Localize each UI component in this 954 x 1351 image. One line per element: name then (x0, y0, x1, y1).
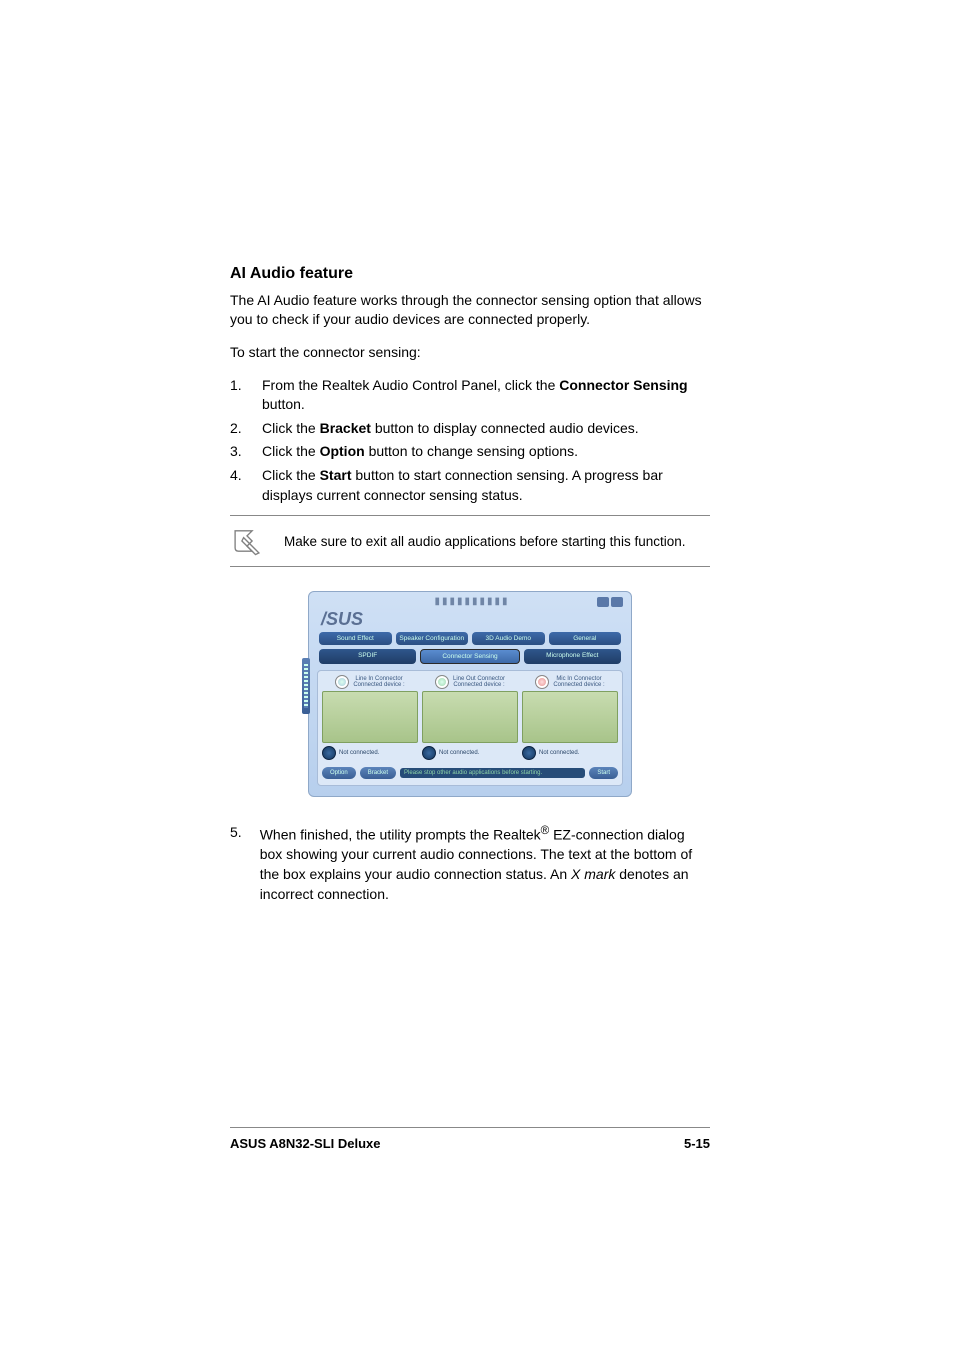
tab-microphone-effect[interactable]: Microphone Effect (524, 649, 621, 664)
connector-line-in: Line In Connector Connected device : (322, 675, 418, 743)
note-pencil-icon (230, 524, 264, 558)
list-item: 1. From the Realtek Audio Control Panel,… (230, 376, 710, 415)
jack-icon-blue (335, 675, 349, 689)
asus-logo: /SUS (315, 609, 625, 630)
tab-speaker-config[interactable]: Speaker Configuration (396, 632, 469, 645)
warning-message: Please stop other audio applications bef… (400, 768, 585, 778)
list-item: 2. Click the Bracket button to display c… (230, 419, 710, 439)
bracket-button[interactable]: Bracket (360, 767, 396, 779)
step-text: From the Realtek Audio Control Panel, cl… (262, 376, 710, 415)
realtek-panel-window: ▮▮▮▮▮▮▮▮▮▮ /SUS Sound Effect Speaker Con… (308, 591, 632, 797)
jack-icon-red (535, 675, 549, 689)
connector-line-out: Line Out Connector Connected device : (422, 675, 518, 743)
note-callout: Make sure to exit all audio applications… (230, 515, 710, 567)
section-title: AI Audio feature (230, 265, 710, 283)
tab-spdif[interactable]: SPDIF (319, 649, 416, 664)
tab-general[interactable]: General (549, 632, 622, 645)
list-item: 3. Click the Option button to change sen… (230, 442, 710, 462)
intro-paragraph: The AI Audio feature works through the c… (230, 291, 710, 329)
step-text: Click the Bracket button to display conn… (262, 419, 639, 439)
window-controls[interactable] (597, 597, 623, 607)
step-text: Click the Option button to change sensin… (262, 442, 578, 462)
step-number: 1. (230, 376, 244, 415)
list-item: 5. When finished, the utility prompts th… (230, 823, 710, 904)
jack-icon-green (435, 675, 449, 689)
note-text: Make sure to exit all audio applications… (284, 534, 685, 549)
step-number: 2. (230, 419, 244, 439)
footer-left: ASUS A8N32-SLI Deluxe (230, 1136, 381, 1151)
list-item: 4. Click the Start button to start conne… (230, 466, 710, 505)
device-box (322, 691, 418, 743)
jack-dark-icon (422, 746, 436, 760)
footer-right: 5-15 (684, 1136, 710, 1151)
start-button[interactable]: Start (589, 767, 618, 779)
tab-connector-sensing[interactable]: Connector Sensing (420, 649, 519, 664)
tab-sound-effect[interactable]: Sound Effect (319, 632, 392, 645)
status-line-out: Not connected. (422, 746, 518, 760)
page-footer: ASUS A8N32-SLI Deluxe 5-15 (230, 1127, 710, 1151)
window-drag-grip: ▮▮▮▮▮▮▮▮▮▮ (347, 596, 597, 607)
embedded-screenshot: ▮▮▮▮▮▮▮▮▮▮ /SUS Sound Effect Speaker Con… (230, 591, 710, 797)
step-text: Click the Start button to start connecti… (262, 466, 710, 505)
start-label: To start the connector sensing: (230, 343, 710, 362)
close-icon[interactable] (611, 597, 623, 607)
device-box (422, 691, 518, 743)
tab-3d-audio-demo[interactable]: 3D Audio Demo (472, 632, 545, 645)
jack-dark-icon (522, 746, 536, 760)
step-text: When finished, the utility prompts the R… (260, 823, 710, 904)
step-number: 4. (230, 466, 244, 505)
step-number: 3. (230, 442, 244, 462)
status-line-in: Not connected. (322, 746, 418, 760)
minimize-icon[interactable] (597, 597, 609, 607)
connector-mic-in: Mic In Connector Connected device : (522, 675, 618, 743)
side-slider (302, 658, 310, 714)
device-box (522, 691, 618, 743)
status-mic-in: Not connected. (522, 746, 618, 760)
connector-panel: Line In Connector Connected device : Lin… (317, 670, 623, 786)
steps-list: 1. From the Realtek Audio Control Panel,… (230, 376, 710, 506)
jack-dark-icon (322, 746, 336, 760)
option-button[interactable]: Option (322, 767, 356, 779)
step-number: 5. (230, 823, 242, 904)
